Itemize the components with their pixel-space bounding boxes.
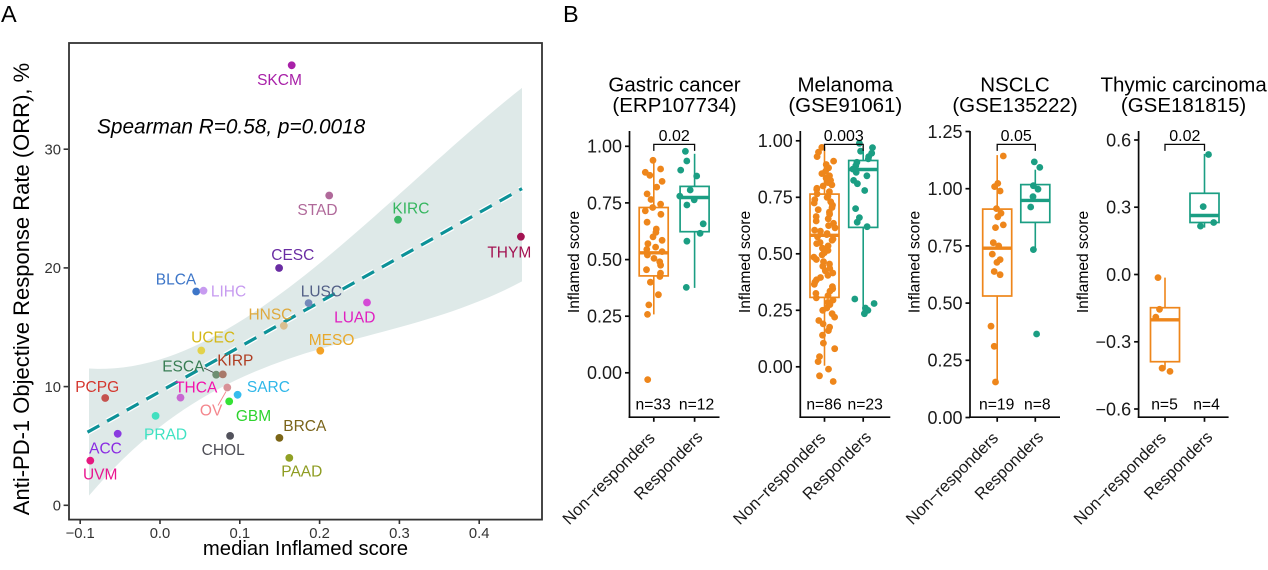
svg-text:0.25: 0.25 <box>587 307 622 327</box>
svg-text:UVM: UVM <box>83 467 117 484</box>
svg-text:ACC: ACC <box>89 441 122 458</box>
svg-text:A: A <box>1 1 17 27</box>
svg-text:LUAD: LUAD <box>334 310 375 327</box>
svg-text:10: 10 <box>45 380 61 396</box>
svg-text:CHOL: CHOL <box>202 442 245 459</box>
svg-text:0.6: 0.6 <box>1106 130 1131 150</box>
svg-text:30: 30 <box>45 142 61 158</box>
svg-text:0.25: 0.25 <box>758 301 793 321</box>
svg-text:Melanoma: Melanoma <box>797 74 893 97</box>
svg-text:0.003: 0.003 <box>824 128 864 145</box>
svg-text:0.00: 0.00 <box>927 408 962 428</box>
svg-text:Thymic carcinoma: Thymic carcinoma <box>1100 74 1267 97</box>
svg-text:Inflamed score: Inflamed score <box>907 211 924 313</box>
svg-text:(GSE135222): (GSE135222) <box>952 94 1077 117</box>
svg-text:−0.1: −0.1 <box>66 526 95 542</box>
svg-text:n=86: n=86 <box>806 397 842 414</box>
svg-text:ESCA: ESCA <box>162 358 205 375</box>
svg-text:Inflamed score: Inflamed score <box>737 211 754 313</box>
svg-text:median Inflamed score: median Inflamed score <box>203 538 408 560</box>
svg-text:0.02: 0.02 <box>659 128 690 145</box>
svg-text:0.05: 0.05 <box>1001 128 1032 145</box>
svg-text:0.00: 0.00 <box>758 357 793 377</box>
svg-text:(GSE91061): (GSE91061) <box>788 94 902 117</box>
svg-text:0.4: 0.4 <box>469 526 490 542</box>
svg-text:0: 0 <box>53 499 61 515</box>
svg-text:NSCLC: NSCLC <box>980 74 1050 97</box>
svg-text:THYM: THYM <box>487 245 531 262</box>
svg-text:B: B <box>563 1 579 27</box>
svg-text:SKCM: SKCM <box>257 72 302 89</box>
svg-text:0.75: 0.75 <box>587 193 622 213</box>
svg-text:n=23: n=23 <box>848 397 884 414</box>
svg-text:n=33: n=33 <box>636 397 672 414</box>
svg-text:0.50: 0.50 <box>927 294 962 314</box>
svg-text:0.3: 0.3 <box>389 526 410 542</box>
svg-text:n=8: n=8 <box>1024 397 1051 414</box>
svg-text:−0.3: −0.3 <box>1096 332 1132 352</box>
svg-text:STAD: STAD <box>297 202 337 219</box>
svg-text:0.1: 0.1 <box>230 526 251 542</box>
svg-text:MESO: MESO <box>309 332 355 349</box>
svg-text:0.02: 0.02 <box>1169 128 1200 145</box>
svg-text:Spearman R=0.58, p=0.0018: Spearman R=0.58, p=0.0018 <box>97 116 366 139</box>
svg-text:1.00: 1.00 <box>587 137 622 157</box>
svg-text:0.00: 0.00 <box>587 363 622 383</box>
svg-text:HNSC: HNSC <box>248 306 292 323</box>
svg-text:0.50: 0.50 <box>587 250 622 270</box>
svg-text:LUSC: LUSC <box>301 283 342 300</box>
svg-text:CESC: CESC <box>271 247 314 264</box>
svg-text:0.75: 0.75 <box>758 188 793 208</box>
svg-text:0.2: 0.2 <box>309 526 330 542</box>
svg-text:BLCA: BLCA <box>156 272 197 289</box>
svg-text:−0.6: −0.6 <box>1096 399 1132 419</box>
svg-text:PAAD: PAAD <box>281 464 322 481</box>
svg-text:0.3: 0.3 <box>1106 198 1131 218</box>
svg-text:n=5: n=5 <box>1151 397 1178 414</box>
svg-text:n=12: n=12 <box>679 397 714 414</box>
svg-text:0.0: 0.0 <box>150 526 171 542</box>
svg-text:0.0: 0.0 <box>1106 265 1131 285</box>
svg-text:0.75: 0.75 <box>927 236 962 256</box>
svg-text:Anti-PD-1 Objective Response R: Anti-PD-1 Objective Response Rate (ORR),… <box>9 63 34 515</box>
svg-text:THCA: THCA <box>175 380 218 397</box>
svg-text:KIRP: KIRP <box>217 353 253 370</box>
svg-text:n=19: n=19 <box>979 397 1014 414</box>
svg-text:GBM: GBM <box>236 408 271 425</box>
svg-text:PRAD: PRAD <box>144 427 187 444</box>
svg-text:1.00: 1.00 <box>758 131 793 151</box>
svg-text:(ERP107734): (ERP107734) <box>612 94 736 117</box>
svg-text:LIHC: LIHC <box>211 284 246 301</box>
svg-text:n=4: n=4 <box>1193 397 1220 414</box>
svg-text:1.00: 1.00 <box>927 179 962 199</box>
svg-text:UCEC: UCEC <box>191 329 235 346</box>
svg-text:0.25: 0.25 <box>927 351 962 371</box>
svg-text:20: 20 <box>45 261 61 277</box>
svg-text:BRCA: BRCA <box>283 418 327 435</box>
svg-text:SARC: SARC <box>247 379 290 396</box>
svg-text:(GSE181815): (GSE181815) <box>1121 94 1246 117</box>
svg-text:OV: OV <box>200 402 223 419</box>
svg-text:Gastric cancer: Gastric cancer <box>608 74 740 97</box>
svg-text:PCPG: PCPG <box>75 379 119 396</box>
svg-text:1.25: 1.25 <box>927 122 962 142</box>
svg-text:Inflamed score: Inflamed score <box>1075 211 1092 313</box>
svg-text:0.50: 0.50 <box>758 244 793 264</box>
svg-text:Inflamed score: Inflamed score <box>566 211 583 313</box>
svg-text:KIRC: KIRC <box>392 201 429 218</box>
